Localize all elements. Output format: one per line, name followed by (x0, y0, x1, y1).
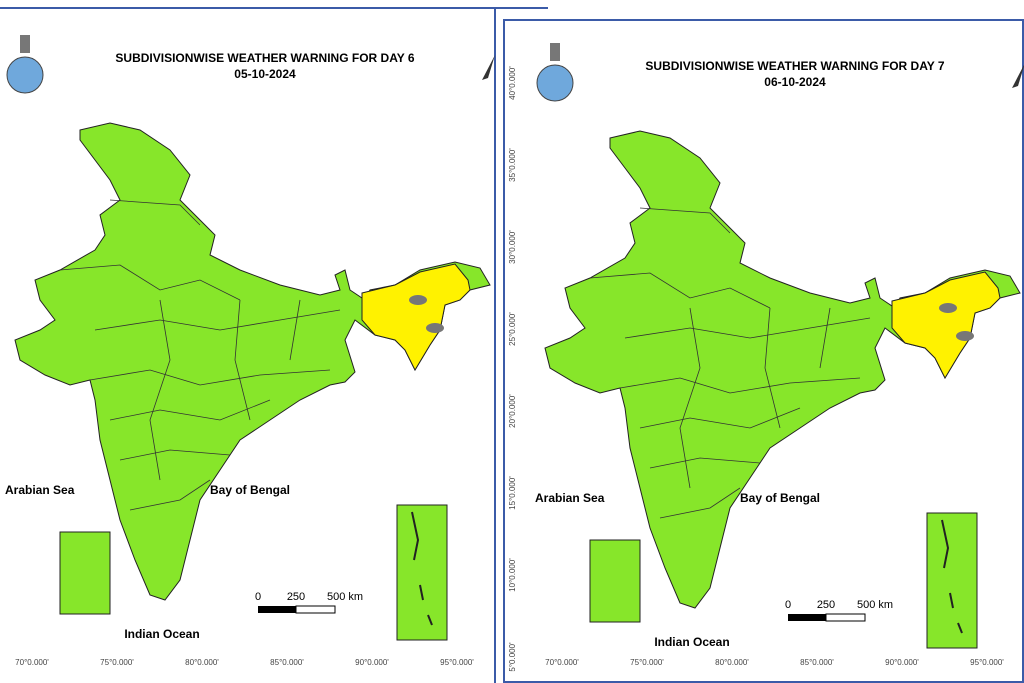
subdivision-border (129, 479, 211, 511)
india-landmass (544, 130, 1021, 609)
longitude-label: 85°0.000' (800, 658, 834, 667)
imd-logo (6, 56, 44, 94)
latitude-label: 10°0.000' (508, 558, 517, 592)
longitude-label: 80°0.000' (715, 658, 749, 667)
subdivision-border (649, 457, 761, 469)
scale-label: 0 (255, 591, 261, 603)
inset-andaman (396, 504, 448, 641)
right-frame (503, 19, 1024, 683)
scale-label: 500 km (327, 591, 363, 603)
map-panel: SUBDIVISIONWISE WEATHER WARNING FOR DAY … (508, 43, 1024, 672)
subdivision-border (659, 487, 741, 519)
andaman-islands (411, 511, 433, 626)
subdivision-border (59, 264, 241, 301)
inset-andaman (926, 512, 978, 649)
sea-label: Arabian Sea (535, 491, 605, 505)
subdivision-border (819, 307, 831, 369)
imd-logo-emblem (20, 35, 30, 53)
warning-region (361, 263, 471, 372)
latitude-label: 25°0.000' (508, 312, 517, 346)
subdivision-border (639, 207, 731, 234)
longitude-label: 95°0.000' (970, 658, 1004, 667)
india-landmass (14, 122, 491, 601)
imd-logo (536, 64, 574, 102)
warning-region (891, 271, 1001, 380)
subdivision-border (149, 299, 171, 481)
imd-logo-emblem (550, 43, 560, 61)
scale-label: 500 km (857, 599, 893, 611)
latitude-label: 5°0.000' (508, 642, 517, 672)
longitude-label: 95°0.000' (440, 658, 474, 667)
subdivision-border (624, 317, 871, 339)
sea-label: Bay of Bengal (740, 491, 820, 505)
longitude-label: 70°0.000' (15, 658, 49, 667)
subdivision-border (764, 307, 781, 429)
sea-label: Arabian Sea (5, 483, 75, 497)
latitude-label: 20°0.000' (508, 394, 517, 428)
subdivision-border (639, 407, 801, 429)
rain-icon (409, 295, 427, 305)
longitude-label: 75°0.000' (630, 658, 664, 667)
map-title: SUBDIVISIONWISE WEATHER WARNING FOR DAY … (115, 51, 414, 65)
subdivision-border (619, 377, 861, 394)
map-panel: SUBDIVISIONWISE WEATHER WARNING FOR DAY … (5, 35, 495, 667)
scale-label: 250 (817, 599, 835, 611)
latitude-label: 30°0.000' (508, 230, 517, 264)
scale-bar-black (258, 606, 296, 613)
subdivision-border (234, 299, 251, 421)
latitude-label: 15°0.000' (508, 476, 517, 510)
inset-lakshadweep (589, 539, 641, 623)
latitude-label: 35°0.000' (508, 148, 517, 182)
longitude-label: 90°0.000' (355, 658, 389, 667)
scale-bar-black (788, 614, 826, 621)
rain-icon (426, 323, 444, 333)
scale-bar-white (295, 605, 336, 614)
longitude-label: 85°0.000' (270, 658, 304, 667)
map-date: 06-10-2024 (764, 75, 826, 89)
longitude-label: 75°0.000' (100, 658, 134, 667)
longitude-label: 90°0.000' (885, 658, 919, 667)
north-arrow (1012, 64, 1024, 88)
subdivision-border (109, 399, 271, 421)
subdivision-border (289, 299, 301, 361)
scale-label: 0 (785, 599, 791, 611)
longitude-label: 80°0.000' (185, 658, 219, 667)
map-title: SUBDIVISIONWISE WEATHER WARNING FOR DAY … (645, 59, 944, 73)
longitude-label: 70°0.000' (545, 658, 579, 667)
latitude-label: 40°0.000' (508, 66, 517, 100)
scale-label: 250 (287, 591, 305, 603)
andaman-islands (941, 519, 963, 634)
rain-icon (956, 331, 974, 341)
scale-bar-white (825, 613, 866, 622)
subdivision-border (89, 369, 331, 386)
subdivision-border (589, 272, 771, 309)
map-date: 05-10-2024 (234, 67, 296, 81)
north-arrow (482, 55, 495, 80)
rain-icon (939, 303, 957, 313)
inset-lakshadweep (59, 531, 111, 615)
subdivision-border (109, 199, 201, 226)
sea-label: Bay of Bengal (210, 483, 290, 497)
sea-label: Indian Ocean (654, 635, 729, 649)
sea-label: Indian Ocean (124, 627, 199, 641)
subdivision-border (94, 309, 341, 331)
subdivision-border (679, 307, 701, 489)
subdivision-border (119, 449, 231, 461)
